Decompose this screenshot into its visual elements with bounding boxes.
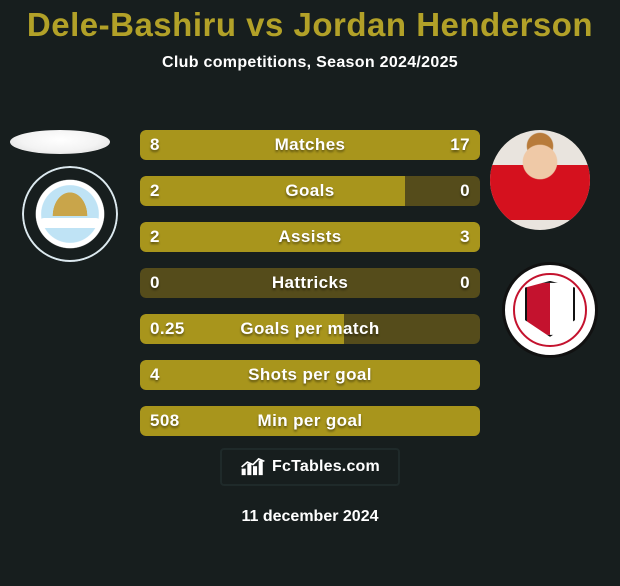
- stat-row: 00Hattricks: [140, 268, 480, 298]
- brand-bars-icon: [240, 456, 266, 478]
- stat-row: 508Min per goal: [140, 406, 480, 436]
- stat-row: 817Matches: [140, 130, 480, 160]
- stat-label: Assists: [140, 222, 480, 252]
- generated-date: 11 december 2024: [0, 508, 620, 526]
- stat-label: Hattricks: [140, 268, 480, 298]
- comparison-subtitle: Club competitions, Season 2024/2025: [0, 54, 620, 72]
- stat-label: Min per goal: [140, 406, 480, 436]
- player-left-avatar: [10, 130, 110, 154]
- club-left-badge: [22, 166, 118, 262]
- stat-row: 23Assists: [140, 222, 480, 252]
- club-right-badge: [502, 262, 598, 358]
- comparison-title: Dele-Bashiru vs Jordan Henderson: [0, 6, 620, 44]
- player-right-avatar: [490, 130, 590, 230]
- stat-label: Goals: [140, 176, 480, 206]
- stat-bars: 817Matches 20Goals 23Assists 00Hattricks 0.2…: [140, 130, 480, 452]
- stat-row: 20Goals: [140, 176, 480, 206]
- stat-row: 0.25Goals per match: [140, 314, 480, 344]
- stat-row: 4Shots per goal: [140, 360, 480, 390]
- stat-label: Goals per match: [140, 314, 480, 344]
- stat-label: Shots per goal: [140, 360, 480, 390]
- stat-label: Matches: [140, 130, 480, 160]
- brand-text: FcTables.com: [272, 458, 380, 476]
- brand-box: FcTables.com: [220, 448, 400, 486]
